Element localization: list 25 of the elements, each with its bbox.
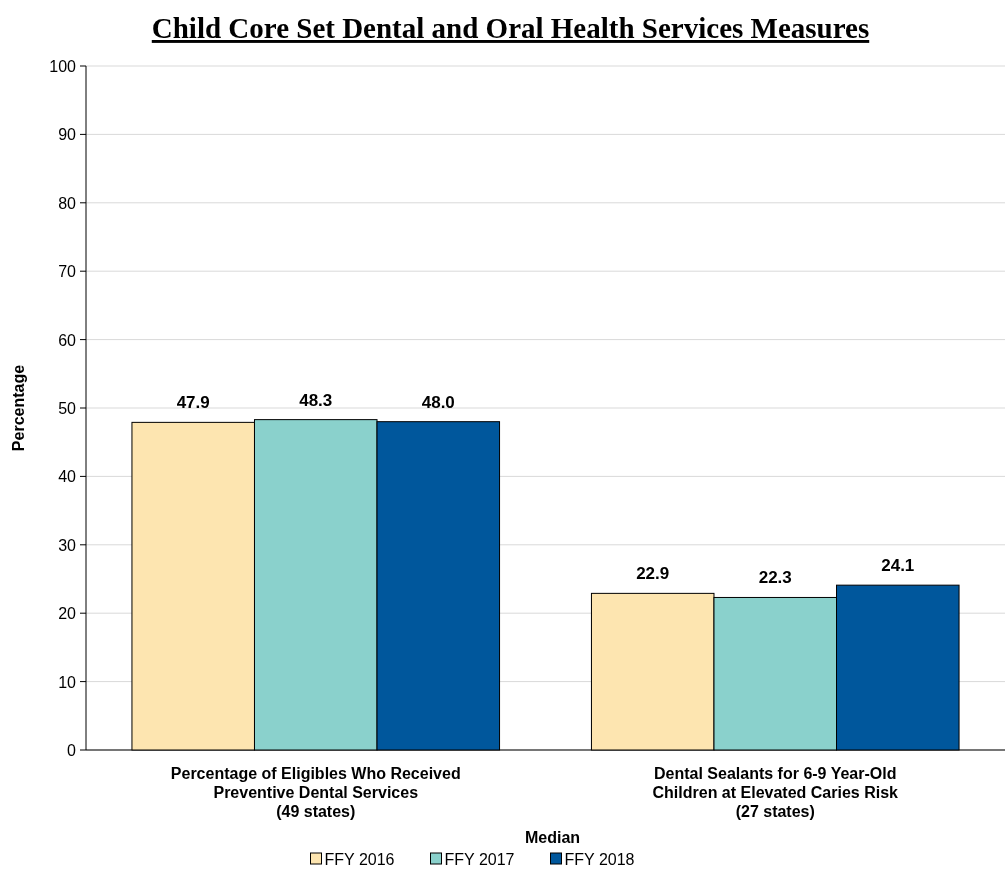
- y-tick-label: 40: [58, 468, 77, 486]
- y-tick-label: 0: [67, 742, 77, 759]
- legend-label: FFY 2017: [444, 851, 515, 868]
- x-tick-label: Dental Sealants for 6-9 Year-Old Children at Elevated Caries Risk (27 states): [652, 765, 899, 820]
- legend-title: Median: [524, 829, 581, 846]
- y-tick-label: 10: [58, 673, 77, 691]
- y-tick-label: 20: [58, 605, 77, 623]
- data-label: 22.3: [758, 568, 792, 588]
- y-tick-label: 50: [58, 400, 77, 417]
- y-tick-label: 60: [58, 331, 77, 349]
- legend-label: FFY 2016: [324, 851, 395, 868]
- y-tick-label: 80: [58, 194, 77, 212]
- data-label: 47.9: [176, 393, 210, 413]
- data-label: 22.9: [636, 564, 670, 584]
- chart-title: Child Core Set Dental and Oral Health Services Measures: [151, 12, 870, 44]
- data-label: 48.3: [299, 390, 333, 410]
- y-tick-label: 30: [58, 536, 77, 554]
- data-label: 48.0: [421, 392, 455, 412]
- y-tick-label: 90: [58, 126, 77, 144]
- y-tick-label: 70: [58, 263, 77, 281]
- data-label: 24.1: [881, 556, 915, 576]
- y-tick-label: 100: [49, 58, 77, 75]
- x-tick-label: Percentage of Eligibles Who Received Preventive Dental Services (49 states): [170, 765, 461, 820]
- legend-label: FFY 2018: [564, 851, 635, 868]
- y-axis-title: Percentage: [10, 364, 27, 452]
